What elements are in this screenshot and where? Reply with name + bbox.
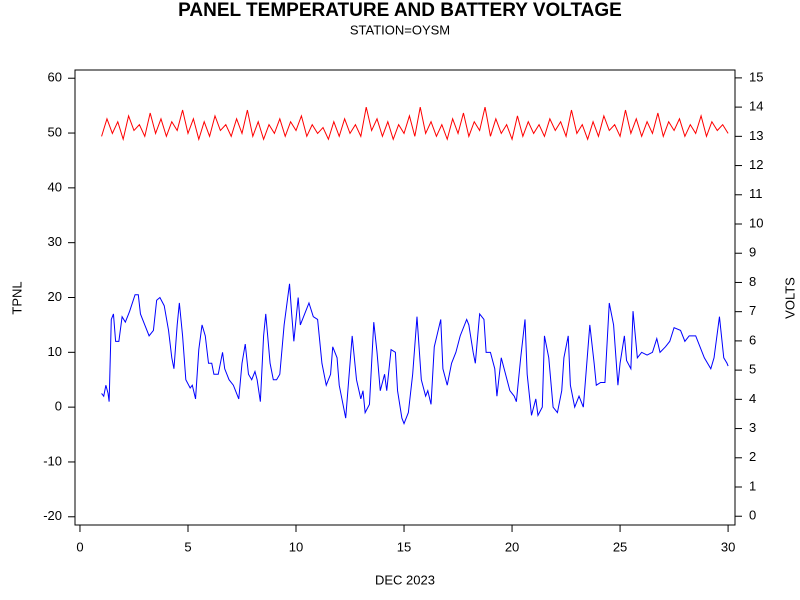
y2-tick-label: 12 <box>749 157 763 172</box>
y2-tick-label: 13 <box>749 128 763 143</box>
y2-axis-label: VOLTS <box>782 277 797 319</box>
x-tick-label: 5 <box>184 539 191 554</box>
x-tick-label: 15 <box>397 539 411 554</box>
chart-subtitle: STATION=OYSM <box>350 22 450 37</box>
y-tick-label: -10 <box>43 453 62 468</box>
y2-tick-label: 6 <box>749 332 756 347</box>
y-tick-label: 10 <box>48 344 62 359</box>
y-tick-label: 50 <box>48 124 62 139</box>
y2-tick-label: 11 <box>749 186 763 201</box>
x-axis-label: DEC 2023 <box>375 572 435 587</box>
y2-tick-label: 15 <box>749 69 763 84</box>
y2-tick-label: 10 <box>749 215 763 230</box>
y-tick-label: 0 <box>55 399 62 414</box>
x-tick-label: 25 <box>613 539 627 554</box>
chart-title: PANEL TEMPERATURE AND BATTERY VOLTAGE <box>178 0 622 21</box>
y2-tick-label: 9 <box>749 245 756 260</box>
x-tick-label: 30 <box>721 539 735 554</box>
x-tick-label: 10 <box>289 539 303 554</box>
y-tick-label: 60 <box>48 70 62 85</box>
y2-tick-label: 14 <box>749 99 763 114</box>
x-tick-label: 0 <box>76 539 83 554</box>
plot-frame <box>74 69 736 526</box>
series-line <box>101 106 729 142</box>
series-line <box>101 283 729 425</box>
y2-tick-label: 7 <box>749 303 756 318</box>
y2-tick-label: 3 <box>749 420 756 435</box>
y-tick-label: 30 <box>48 234 62 249</box>
y-tick-label: 40 <box>48 179 62 194</box>
y-tick-label: -20 <box>43 508 62 523</box>
y2-tick-label: 2 <box>749 449 756 464</box>
x-tick-label: 20 <box>505 539 519 554</box>
y2-tick-label: 4 <box>749 391 756 406</box>
y2-tick-label: 5 <box>749 362 756 377</box>
y2-tick-label: 1 <box>749 478 756 493</box>
y2-tick-label: 0 <box>749 508 756 523</box>
y2-tick-label: 8 <box>749 274 756 289</box>
y-tick-label: 20 <box>48 289 62 304</box>
y-axis-label: TPNL <box>9 281 24 314</box>
